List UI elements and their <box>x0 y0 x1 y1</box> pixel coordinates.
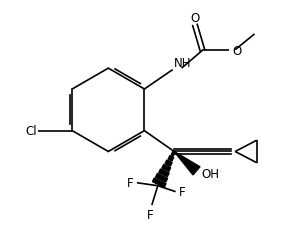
Text: O: O <box>190 12 200 25</box>
Polygon shape <box>159 169 169 177</box>
Polygon shape <box>153 178 166 187</box>
Text: F: F <box>179 185 185 198</box>
Polygon shape <box>171 151 175 156</box>
Polygon shape <box>165 160 172 166</box>
Text: O: O <box>232 45 241 58</box>
Polygon shape <box>162 165 171 172</box>
Polygon shape <box>174 152 200 175</box>
Text: NH: NH <box>173 56 191 70</box>
Text: F: F <box>127 176 134 189</box>
Text: OH: OH <box>202 167 220 180</box>
Polygon shape <box>168 156 174 161</box>
Text: Cl: Cl <box>25 125 36 137</box>
Text: F: F <box>147 208 154 221</box>
Polygon shape <box>156 174 168 182</box>
